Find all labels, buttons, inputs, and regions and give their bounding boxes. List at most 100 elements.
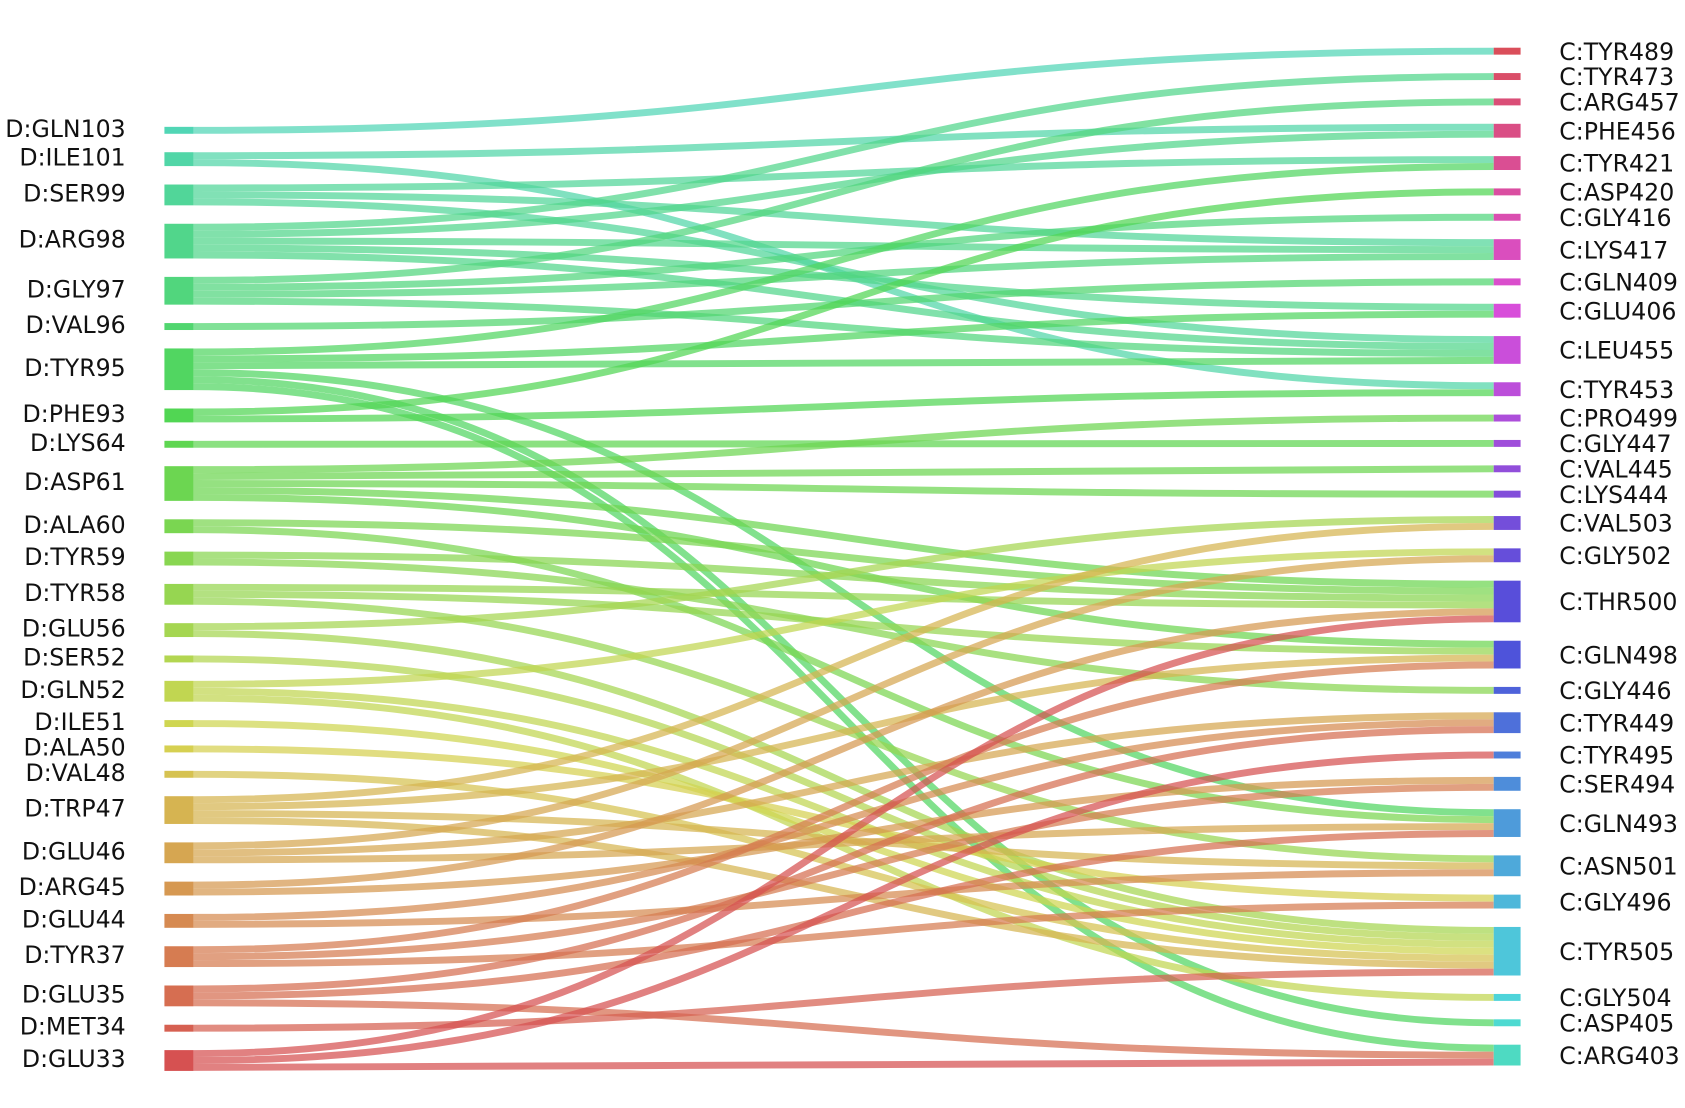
link	[193, 608, 1494, 889]
left-node-label: D:PHE93	[23, 400, 126, 428]
right-node-label: C:TYR453	[1559, 376, 1674, 404]
link	[193, 191, 1494, 247]
link	[193, 615, 1494, 1058]
right-node-label: C:TYR473	[1559, 63, 1674, 91]
left-node	[164, 770, 194, 778]
left-node-label: D:VAL48	[26, 759, 126, 787]
right-node-label: C:VAL503	[1559, 510, 1673, 538]
right-node	[1493, 439, 1521, 447]
link	[193, 98, 1494, 284]
left-node	[164, 276, 194, 305]
right-node	[1493, 98, 1521, 106]
left-node	[164, 519, 194, 534]
right-node	[1493, 123, 1521, 138]
right-node-label: C:GLY504	[1559, 984, 1671, 1012]
right-node	[1493, 490, 1521, 498]
right-node-label: C:PHE456	[1559, 117, 1676, 145]
link	[193, 389, 1494, 423]
link	[193, 414, 1494, 474]
link	[193, 163, 1494, 356]
left-node-label: D:GLU56	[22, 615, 126, 643]
link	[193, 719, 1494, 921]
left-node-label: D:TYR59	[24, 543, 126, 571]
link	[193, 522, 1494, 804]
left-node	[164, 720, 194, 728]
right-node-label: C:GLU406	[1559, 297, 1676, 325]
right-node	[1493, 894, 1521, 909]
left-node	[164, 408, 194, 423]
link	[193, 480, 1494, 498]
link	[193, 694, 1494, 1001]
right-node-label: C:TYR505	[1559, 938, 1674, 966]
left-node-label: D:GLU33	[22, 1045, 126, 1073]
right-node-label: C:ARG457	[1559, 89, 1679, 117]
left-node-label: D:GLN52	[20, 676, 125, 704]
left-node	[164, 913, 194, 928]
left-node-label: D:MET34	[20, 1013, 126, 1041]
right-node	[1493, 926, 1521, 976]
link	[193, 130, 1494, 238]
left-node	[164, 152, 194, 167]
right-node	[1493, 548, 1521, 563]
left-node-label: D:GLY97	[27, 275, 126, 303]
left-node-label: D:ARG45	[19, 873, 126, 901]
link	[193, 123, 1494, 160]
left-node-label: D:ILE51	[34, 708, 125, 736]
right-node	[1493, 1019, 1521, 1027]
link	[193, 726, 1494, 993]
right-node	[1493, 188, 1521, 196]
left-node	[164, 1024, 194, 1032]
link	[193, 47, 1494, 134]
right-node-label: C:GLN493	[1559, 810, 1678, 838]
link	[193, 999, 1494, 1059]
link	[193, 356, 1494, 370]
link	[193, 548, 1494, 688]
link	[193, 654, 1494, 811]
left-node-label: D:TYR37	[24, 941, 126, 969]
right-node-label: C:SER494	[1559, 770, 1675, 798]
right-node-label: C:ARG403	[1559, 1042, 1679, 1070]
right-node-label: C:LYS444	[1559, 481, 1668, 509]
left-node	[164, 551, 194, 566]
link	[193, 823, 1494, 864]
link	[193, 1058, 1494, 1071]
left-node	[164, 223, 194, 259]
right-node	[1493, 336, 1521, 364]
left-node	[164, 680, 194, 702]
link	[193, 516, 1494, 631]
link	[193, 901, 1494, 968]
link	[193, 213, 1494, 291]
right-node-label: C:THR500	[1559, 588, 1677, 616]
left-node-label: D:ALA50	[23, 733, 125, 761]
right-node	[1493, 855, 1521, 877]
right-node	[1493, 776, 1521, 791]
right-node	[1493, 156, 1521, 170]
left-node	[164, 946, 194, 968]
left-node-label: D:SER52	[23, 643, 126, 671]
right-node-label: C:TYR495	[1559, 742, 1674, 770]
link	[193, 237, 1494, 254]
right-node	[1493, 640, 1521, 669]
left-node	[164, 985, 194, 1007]
right-node	[1493, 278, 1521, 286]
link	[193, 156, 1494, 192]
left-node-label: D:VAL96	[26, 311, 126, 339]
left-node	[164, 1050, 194, 1071]
right-node-label: C:TYR489	[1559, 38, 1674, 66]
link	[193, 526, 1494, 824]
right-node-label: C:GLY446	[1559, 677, 1671, 705]
left-node-label: D:TYR58	[24, 579, 126, 607]
right-node-label: C:GLN498	[1559, 641, 1678, 669]
right-node-label: C:GLY447	[1559, 430, 1671, 458]
left-node-label: D:GLU44	[22, 905, 126, 933]
links	[193, 47, 1494, 1071]
link	[193, 465, 1494, 481]
left-node-label: D:TYR95	[24, 354, 126, 382]
right-node	[1493, 712, 1521, 734]
left-node	[164, 745, 194, 753]
right-node-label: C:ASP420	[1559, 178, 1674, 206]
right-node	[1493, 1044, 1521, 1066]
right-node-label: C:GLY502	[1559, 542, 1671, 570]
right-node-label: C:LYS417	[1559, 236, 1668, 264]
